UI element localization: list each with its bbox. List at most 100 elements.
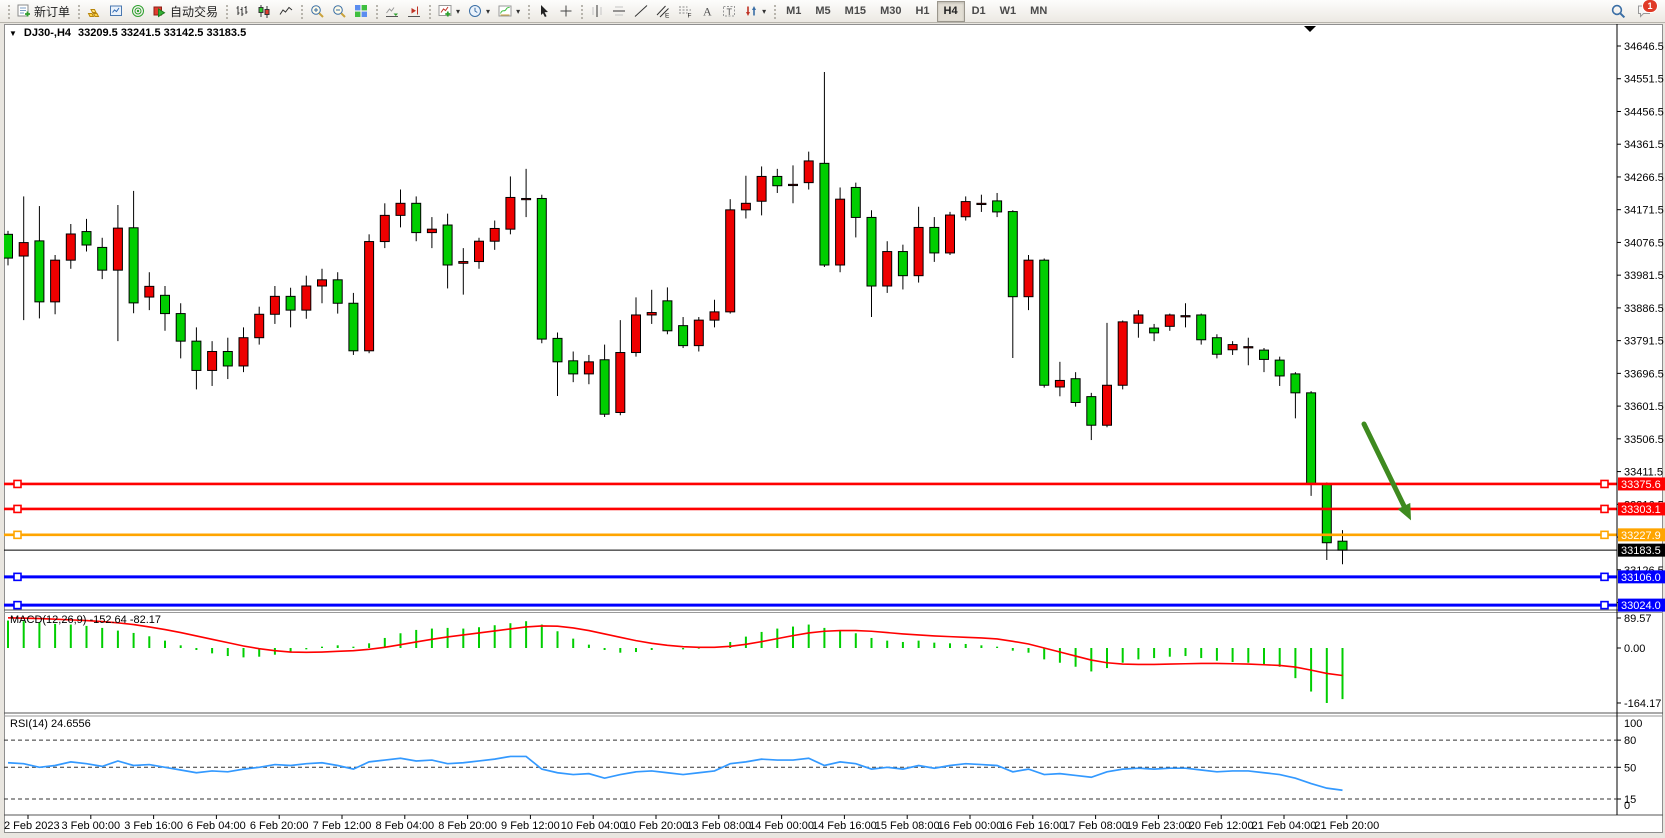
candle-body <box>301 285 312 311</box>
annotation-arrow[interactable] <box>1361 421 1412 521</box>
autotrade-button[interactable]: 自动交易 <box>149 0 222 22</box>
hline-handle[interactable] <box>1600 572 1609 582</box>
candle-body <box>285 295 296 311</box>
timeframe-m15-button[interactable]: M15 <box>844 5 867 17</box>
price-axis-label: 34551.5 <box>1624 74 1664 86</box>
toolbar-group-handle[interactable] <box>6 3 11 19</box>
hline-handle[interactable] <box>1600 600 1609 610</box>
candle-body <box>646 312 657 316</box>
toolbar-group-handle[interactable] <box>579 3 585 19</box>
shapes-button[interactable]: ▾ <box>740 0 770 22</box>
time-axis-label: 6 Feb 20:00 <box>250 820 309 832</box>
dropdown-caret-icon[interactable]: ▾ <box>486 6 491 16</box>
candle-body <box>850 186 861 218</box>
price-axis-label: 34266.5 <box>1624 172 1664 184</box>
toolbar-group-handle[interactable] <box>427 3 433 19</box>
timeframe-m5-button[interactable]: M5 <box>815 5 831 17</box>
search-button[interactable] <box>1607 0 1629 22</box>
timeframe-w1-button[interactable]: W1 <box>999 5 1017 17</box>
channel-button[interactable]: E <box>652 0 674 22</box>
zoom-in-button[interactable] <box>306 0 328 22</box>
candle-body <box>207 350 218 371</box>
timeframe-m1-button[interactable]: M1 <box>786 5 802 17</box>
candle-body <box>568 360 579 375</box>
toolbar-group-handle[interactable] <box>374 3 380 19</box>
trendline-button[interactable] <box>630 0 652 22</box>
indicators-button[interactable]: ▾ <box>434 0 464 22</box>
candle-chart-button[interactable] <box>253 0 275 22</box>
hline-handle[interactable] <box>1600 530 1609 540</box>
price-badge[interactable] <box>1618 477 1665 491</box>
cursor-button[interactable] <box>533 0 555 22</box>
templates-button[interactable]: ▾ <box>494 0 524 22</box>
dropdown-caret-icon[interactable]: ▾ <box>456 6 461 16</box>
chart-ohlc-values: 33209.5 33241.5 33142.5 33183.5 <box>78 27 247 39</box>
report-button[interactable] <box>105 0 127 22</box>
timeframe-mn-button[interactable]: MN <box>1030 5 1048 17</box>
candles-layer <box>4 72 1348 565</box>
periods-button[interactable]: ▾ <box>464 0 494 22</box>
hline-handle[interactable] <box>13 479 22 489</box>
price-badge[interactable] <box>1618 543 1665 557</box>
toolbar-group-handle[interactable] <box>224 3 230 19</box>
price-axis-label: 34361.5 <box>1624 139 1664 151</box>
toolbar-group-handle[interactable] <box>526 3 532 19</box>
price-badge[interactable] <box>1618 598 1665 612</box>
hline-button[interactable] <box>608 0 630 22</box>
tile-windows-button[interactable] <box>350 0 372 22</box>
chart-shift-button[interactable] <box>403 0 425 22</box>
hline-handle[interactable] <box>1600 479 1609 489</box>
bar-chart-icon <box>235 4 249 18</box>
hline-handle[interactable] <box>1600 504 1609 514</box>
dropdown-caret-icon[interactable]: ▾ <box>516 6 521 16</box>
candle-body <box>175 313 186 342</box>
time-axis-label: 7 Feb 12:00 <box>313 820 372 832</box>
text-button[interactable]: A <box>696 0 718 22</box>
candle-body <box>97 246 108 271</box>
candle-body <box>1259 349 1269 360</box>
notifications-button[interactable]: 1 <box>1633 0 1658 22</box>
fibo-button[interactable]: F <box>674 0 696 22</box>
price-badge[interactable] <box>1618 570 1665 584</box>
candle-body <box>819 162 830 266</box>
candle-body <box>1290 373 1301 394</box>
price-axis-label: 33886.5 <box>1624 303 1664 315</box>
timeframe-d1-button[interactable]: D1 <box>971 5 986 17</box>
chart-menu-arrow-icon[interactable]: ▼ <box>9 28 17 38</box>
time-axis-label: 3 Feb 00:00 <box>61 820 120 832</box>
gold-button[interactable] <box>83 0 105 22</box>
dropdown-caret-icon[interactable]: ▾ <box>762 6 767 16</box>
timeframe-h4-button[interactable]: H4 <box>936 0 965 22</box>
toolbar-group-handle[interactable] <box>299 3 305 19</box>
candle-body <box>1196 314 1207 341</box>
search-icon <box>1611 4 1625 18</box>
hline-handle[interactable] <box>13 572 22 582</box>
hline-handle[interactable] <box>13 504 22 514</box>
zoom-out-icon <box>332 4 346 18</box>
auto-scroll-icon <box>385 4 399 18</box>
timeframe-h1-button[interactable]: H1 <box>915 5 930 17</box>
toolbar-group-handle[interactable] <box>772 3 778 19</box>
bar-chart-button[interactable] <box>231 0 253 22</box>
autotrade-icon <box>153 4 167 18</box>
vline-button[interactable] <box>586 0 608 22</box>
time-axis-label: 10 Feb 04:00 <box>561 820 626 832</box>
timeframe-m30-button[interactable]: M30 <box>880 5 902 17</box>
auto-scroll-button[interactable] <box>381 0 403 22</box>
hline-handle[interactable] <box>13 530 22 540</box>
hline-handle[interactable] <box>13 600 22 610</box>
chart-shift-marker-icon[interactable] <box>1304 26 1316 32</box>
crosshair-button[interactable] <box>555 0 577 22</box>
label-button[interactable]: T <box>718 0 740 22</box>
price-badge[interactable] <box>1618 502 1665 516</box>
zoom-out-button[interactable] <box>328 0 350 22</box>
line-chart-button[interactable] <box>275 0 297 22</box>
vline-icon <box>590 4 604 18</box>
toolbar-group-handle[interactable] <box>76 3 82 19</box>
candle-body <box>1274 359 1285 377</box>
sonar-button[interactable] <box>127 0 149 22</box>
new-order-button[interactable]: 新订单 <box>13 0 74 22</box>
candle-body <box>1337 540 1348 551</box>
price-badge[interactable] <box>1618 528 1665 542</box>
